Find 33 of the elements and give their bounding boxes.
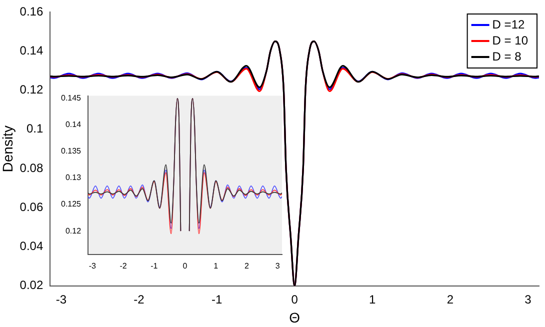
- y-tick-label: 0.13: [65, 173, 82, 182]
- x-tick-label: 2: [446, 292, 454, 306]
- y-tick-label: 0.1: [26, 122, 44, 136]
- x-tick-label: 0: [291, 292, 298, 306]
- y-tick-label: 0.12: [20, 82, 44, 97]
- x-tick-label: -3: [56, 292, 67, 306]
- x-tick-label: 1: [369, 292, 376, 306]
- x-tick-label: -1: [150, 261, 158, 270]
- x-tick-label: 2: [244, 261, 250, 270]
- x-tick-label: -2: [120, 261, 128, 270]
- x-tick-label: -3: [88, 261, 96, 270]
- legend-label: D = 8: [492, 49, 522, 64]
- y-tick-label: 0.06: [20, 200, 44, 214]
- y-tick-label: 0.14: [65, 120, 82, 130]
- x-tick-label: 1: [214, 261, 219, 270]
- legend-label: D =12: [492, 17, 525, 32]
- y-tick-label: 0.125: [60, 200, 82, 209]
- x-tick-label: -1: [211, 292, 222, 306]
- y-tick-label: 0.12: [65, 226, 82, 236]
- y-tick-label: 0.08: [20, 160, 44, 175]
- y-tick-label: 0.145: [60, 94, 82, 103]
- y-tick-label: 0.14: [20, 43, 44, 58]
- x-tick-label: -2: [134, 292, 145, 306]
- y-tick-label: 0.02: [20, 278, 44, 292]
- y-tick-label: 0.04: [20, 239, 44, 253]
- x-tick-label: 3: [275, 261, 280, 270]
- y-tick-label: 0.135: [60, 146, 82, 156]
- x-axis-title: Θ: [289, 309, 300, 326]
- y-axis-title: Density: [0, 126, 16, 172]
- legend-label: D = 10: [492, 33, 528, 48]
- y-tick-label: 0.16: [20, 4, 44, 18]
- x-tick-label: 3: [524, 292, 532, 306]
- x-tick-label: 0: [182, 261, 188, 270]
